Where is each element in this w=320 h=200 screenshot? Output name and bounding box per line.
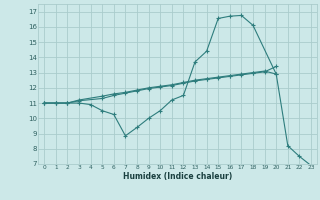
X-axis label: Humidex (Indice chaleur): Humidex (Indice chaleur) bbox=[123, 172, 232, 181]
